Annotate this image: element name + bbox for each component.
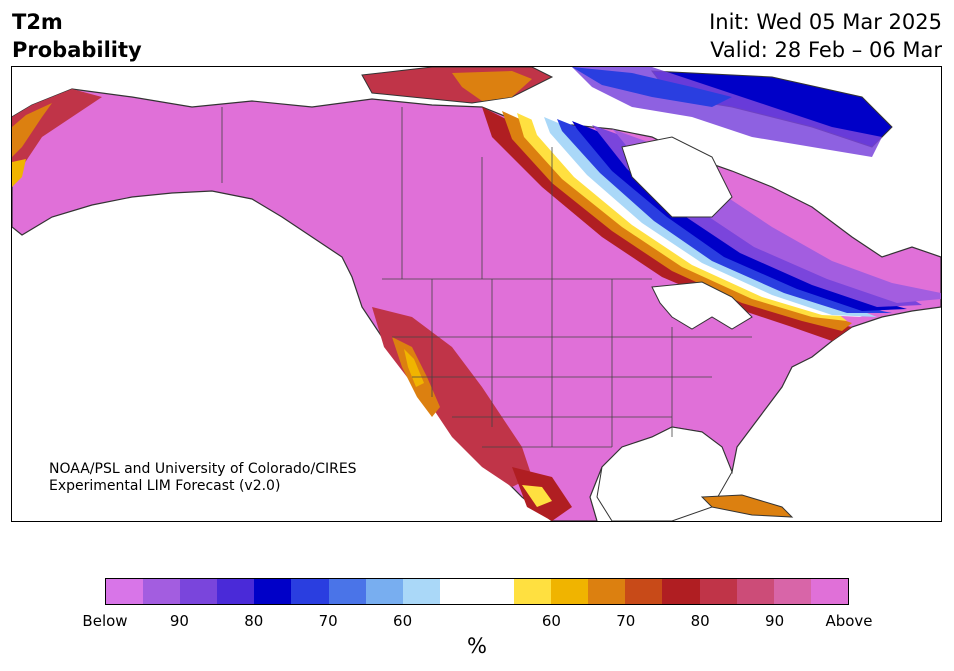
colorbar-segment [439,579,477,604]
colorbar-segment [180,579,218,604]
colorbar-segment [143,579,181,604]
colorbar-tick-label: Below [82,612,128,630]
product-label: Probability [12,38,142,62]
arctic-islands-warm [452,71,532,101]
gulf-of-mexico [596,426,733,521]
baffin-deep-blue [572,67,732,107]
alaska-warm-band [12,89,102,177]
colorbar-segment [773,579,811,604]
colorbar-tick-label: 70 [318,612,338,630]
colorbar-tick-label: 90 [765,612,785,630]
chart-title: T2m Probability [12,8,142,64]
colorbar-segment [736,579,774,604]
valid-range: Valid: 28 Feb – 06 Mar [710,38,942,62]
colorbar-unit: % [467,634,487,658]
colorbar-segment [254,579,292,604]
colorbar-segment [291,579,329,604]
colorbar-segment [810,579,848,604]
colorbar-segment [588,579,626,604]
credit-line-2: Experimental LIM Forecast (v2.0) [49,478,281,494]
colorbar-segment [106,579,144,604]
variable-label: T2m [12,10,63,34]
credit-text: NOAA/PSL and University of Colorado/CIRE… [49,461,357,495]
alaska-west-orange [12,159,26,187]
political-borders [221,107,752,448]
credit-line-1: NOAA/PSL and University of Colorado/CIRE… [49,461,357,477]
california-yellow [404,349,424,387]
colorbar-segment [662,579,700,604]
colorbar-segment [365,579,403,604]
init-date: Init: Wed 05 Mar 2025 [709,10,942,34]
colorbar-segment [476,579,515,604]
colorbar-tick-label: 60 [541,612,561,630]
mexico-yellow [522,485,552,507]
cuba [700,494,794,518]
colorbar-tick-label: 80 [690,612,710,630]
colorbar-segment [551,579,589,604]
date-info: Init: Wed 05 Mar 2025 Valid: 28 Feb – 06… [709,8,942,64]
colorbar-segment [699,579,737,604]
colorbar-segment [328,579,366,604]
colorbar-tick-label: 90 [169,612,189,630]
hudson-bay [621,136,733,218]
colorbar-tick-label: 70 [616,612,636,630]
colorbar-segment [625,579,663,604]
colorbar-tick-label: 60 [393,612,413,630]
colorbar-tick-label: Above [825,612,873,630]
colorbar-segment [514,579,552,604]
colorbar-segment [402,579,440,604]
great-lakes [651,281,753,330]
probability-map [11,66,942,522]
colorbar-tick-label: 80 [244,612,264,630]
alaska-orange-band [12,103,52,157]
map-canvas [12,67,941,521]
colorbar [105,578,849,605]
colorbar-segment [217,579,255,604]
